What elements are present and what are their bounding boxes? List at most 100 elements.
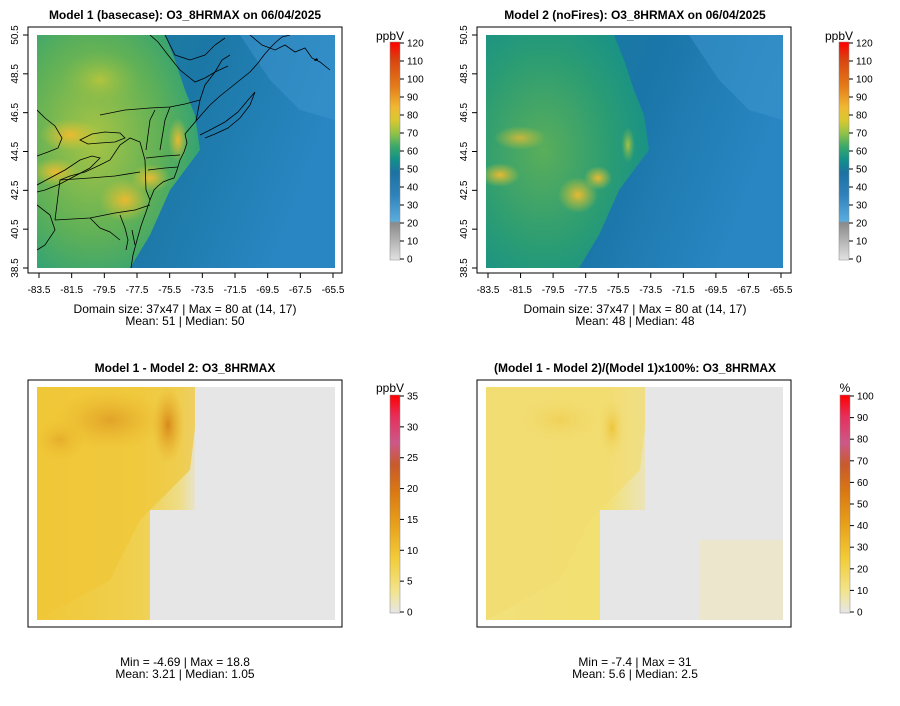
colorbar-tick-label: 120	[856, 39, 873, 50]
panel-title: Model 1 (basecase): O3_8HRMAX on 06/04/2…	[49, 8, 321, 22]
x-tick-label: -83.5	[28, 285, 51, 296]
colorbar-tick-label: 70	[857, 456, 869, 467]
colorbar-unit: %	[840, 381, 851, 395]
colorbar-tick-label: 35	[407, 392, 419, 403]
y-tick-label: 42.5	[459, 180, 470, 200]
colorbar-tick-label: 25	[407, 453, 419, 464]
domain-info: Domain size: 37x47 | Max = 80 at (14, 17…	[524, 302, 747, 316]
colorbar-tick-label: 20	[857, 564, 869, 575]
colorbar-tick-label: 70	[856, 129, 868, 140]
colorbar-tick-label: 90	[407, 93, 419, 104]
colorbar-tick-label: 80	[857, 435, 869, 446]
boundary-line	[99, 99, 201, 116]
boundary-line	[79, 131, 126, 145]
boundary-line	[89, 217, 121, 241]
x-tick-label: -81.5	[509, 285, 532, 296]
x-tick-label: -67.5	[289, 285, 312, 296]
colorbar-model1: ppbV 0 10 20 30 40 50 60 70 80 90 100 110 120	[376, 29, 424, 266]
boundary-line	[37, 204, 56, 251]
colorbar-tick-label: 0	[407, 608, 413, 619]
colorbar-tick-label: 50	[407, 165, 419, 176]
colorbar-tick-label: 30	[857, 543, 869, 554]
y-tick-label: 38.5	[459, 258, 470, 278]
colorbar-tick-label: 110	[856, 57, 872, 68]
x-tick-label: -69.5	[704, 285, 727, 296]
colorbar-tick-label: 10	[857, 586, 869, 597]
boundary-line	[54, 204, 151, 221]
boundary-line	[145, 106, 171, 151]
x-tick-label: -65.5	[770, 285, 793, 296]
axes: -83.5 -81.5 -79.5 -77.5 -75.5 -73.5 -71.5 -69.5…	[10, 25, 793, 296]
heatmap-field	[37, 387, 335, 620]
boundary-line	[54, 137, 151, 221]
boundary-line	[145, 154, 181, 171]
boundary-line	[119, 214, 136, 251]
colorbar-tick-label: 40	[857, 521, 869, 532]
x-tick-label: -71.5	[672, 285, 695, 296]
y-tick-label: 42.5	[10, 180, 21, 200]
colorbar-tick-label: 30	[407, 201, 419, 212]
x-tick-label: -79.5	[542, 285, 565, 296]
y-tick-label: 44.5	[459, 141, 470, 161]
colorbar-tick-label: 5	[407, 577, 413, 588]
y-tick-label: 38.5	[10, 258, 21, 278]
panel-title: Model 1 - Model 2: O3_8HRMAX	[95, 361, 276, 375]
colorbar-difference: ppbV 0 5 10 15 20 25 30 35	[376, 381, 419, 619]
y-tick-label: 50.5	[459, 25, 470, 45]
colorbar-percent: % 0 10 20 30 40 50 60 70 80 90 100	[840, 381, 874, 619]
panel-model2: Model 2 (noFires): O3_8HRMAX on 06/04/20…	[486, 8, 783, 268]
colorbar-tick-label: 80	[856, 111, 868, 122]
colorbar-tick-label: 80	[407, 111, 419, 122]
stats-info: Mean: 48 | Median: 48	[575, 314, 695, 328]
colorbar-tick-label: 70	[407, 129, 419, 140]
y-tick-label: 50.5	[10, 25, 21, 45]
stats-info: Mean: 5.6 | Median: 2.5	[572, 667, 698, 681]
colorbar-tick-label: 50	[856, 165, 868, 176]
colorbar-tick-label: 90	[857, 413, 869, 424]
plot-frame	[476, 379, 792, 628]
colorbar-tick-label: 30	[407, 422, 419, 433]
island-mark	[314, 58, 318, 61]
panel-percent-difference: (Model 1 - Model 2)/(Model 1)x100%: O3_8…	[486, 361, 783, 620]
boundary-line	[249, 35, 331, 71]
domain-info: Domain size: 37x47 | Max = 80 at (14, 17…	[74, 302, 297, 316]
boundary-line	[130, 35, 291, 268]
colorbar-tick-label: 50	[857, 500, 869, 511]
x-tick-label: -73.5	[639, 285, 662, 296]
colorbar-unit: ppbV	[376, 381, 404, 395]
x-tick-label: -75.5	[607, 285, 630, 296]
x-tick-label: -79.5	[93, 285, 116, 296]
colorbar-tick-label: 10	[407, 237, 419, 248]
plot-frame	[27, 26, 343, 274]
colorbar-tick-label: 10	[407, 546, 419, 557]
colorbar-tick-label: 20	[407, 484, 419, 495]
panel-title: Model 2 (noFires): O3_8HRMAX on 06/04/20…	[504, 8, 766, 22]
map-outlines	[37, 35, 331, 268]
y-tick-label: 40.5	[459, 219, 470, 239]
x-tick-label: -81.5	[60, 285, 83, 296]
boundary-line	[199, 91, 256, 139]
x-tick-label: -73.5	[191, 285, 214, 296]
colorbar-tick-label: 20	[856, 219, 868, 230]
colorbar-unit: ppbV	[825, 29, 853, 43]
boundary-line	[37, 109, 63, 157]
boundary-line	[37, 155, 101, 193]
boundary-line	[59, 171, 141, 181]
colorbar-tick-label: 60	[856, 147, 868, 158]
minmax-info: Min = -4.69 | Max = 18.8	[120, 655, 250, 669]
colorbar-tick-label: 60	[407, 147, 419, 158]
panel-model1: Model 1 (basecase): O3_8HRMAX on 06/04/2…	[37, 8, 335, 268]
colorbar-tick-label: 20	[407, 219, 419, 230]
heatmap-field	[37, 35, 335, 268]
x-tick-label: -71.5	[224, 285, 247, 296]
colorbar-unit: ppbV	[376, 29, 404, 43]
y-tick-label: 40.5	[10, 219, 21, 239]
y-tick-label: 48.5	[10, 64, 21, 84]
colorbar-tick-label: 10	[856, 237, 868, 248]
colorbar-tick-label: 0	[407, 255, 413, 266]
x-tick-label: -69.5	[256, 285, 279, 296]
map-outline-group	[37, 35, 331, 268]
colorbar-tick-label: 110	[407, 57, 423, 68]
colorbar-tick-label: 100	[407, 75, 424, 86]
